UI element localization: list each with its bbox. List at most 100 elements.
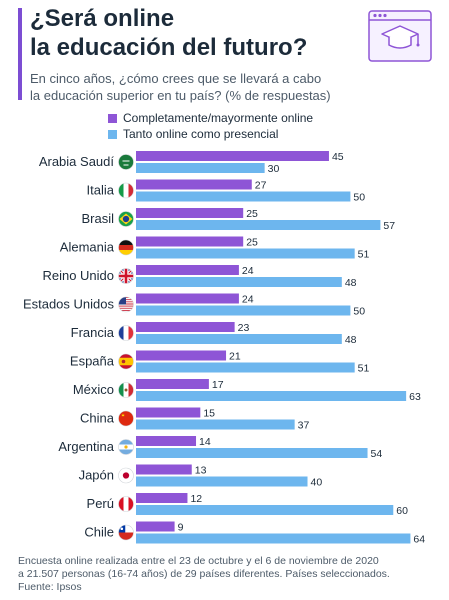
bar-mixed: [136, 163, 265, 173]
data-label-online: 24: [242, 265, 254, 277]
data-label-online: 45: [332, 151, 344, 163]
data-label-mixed: 40: [311, 477, 323, 489]
chart-legend: Completamente/mayormente online Tanto on…: [108, 110, 313, 142]
category-label: Estados Unidos: [23, 297, 115, 312]
peru-flag-icon: [118, 496, 134, 512]
category-label: Reino Unido: [42, 268, 114, 283]
footer-note-line-1: Encuesta online realizada entre el 23 de…: [18, 555, 379, 567]
category-label: México: [73, 382, 114, 397]
germany-flag-icon: [118, 239, 134, 256]
data-label-online: 12: [190, 493, 202, 505]
category-label: Italia: [87, 183, 115, 198]
chart-title: ¿Será online la educación del futuro?: [30, 4, 340, 62]
bar-mixed: [136, 391, 407, 401]
argentina-flag-icon: [118, 439, 134, 455]
brazil-flag-icon: [118, 211, 134, 227]
data-label-online: 13: [195, 465, 207, 477]
category-label: Perú: [87, 496, 114, 511]
spain-flag-icon: [118, 353, 134, 370]
category-label: España: [70, 354, 115, 369]
data-label-online: 23: [238, 322, 250, 334]
data-label-online: 15: [203, 408, 215, 420]
bar-online: [136, 322, 235, 332]
data-label-mixed: 60: [396, 505, 408, 517]
data-label-mixed: 48: [345, 334, 357, 346]
data-label-online: 25: [246, 237, 258, 249]
china-flag-icon: [118, 410, 134, 427]
japan-flag-icon: [118, 467, 134, 484]
data-label-mixed: 64: [413, 534, 425, 546]
legend-label-mixed: Tanto online como presencial: [123, 127, 279, 141]
footer-note-line-2: a 21.507 personas (16-74 años) de 29 paí…: [18, 568, 390, 580]
legend-item-mixed: Tanto online como presencial: [108, 126, 313, 142]
legend-label-online: Completamente/mayormente online: [123, 111, 314, 125]
uk-flag-icon: [118, 268, 134, 284]
data-label-online: 25: [246, 208, 258, 220]
bar-online: [136, 379, 209, 389]
bar-mixed: [136, 334, 342, 344]
category-label: Japón: [79, 468, 114, 483]
chart-title-line-1: ¿Será online: [30, 5, 175, 32]
usa-flag-icon: [118, 296, 134, 313]
bar-online: [136, 407, 201, 418]
chart-title-line-2: la educación del futuro?: [30, 34, 308, 61]
data-label-mixed: 48: [345, 277, 357, 289]
data-label-mixed: 54: [371, 448, 383, 460]
italy-flag-icon: [118, 182, 134, 199]
bar-online: [136, 208, 244, 218]
chile-flag-icon: [118, 524, 134, 541]
bar-mixed: [136, 533, 411, 544]
bar-online: [136, 179, 252, 190]
bar-mixed: [136, 419, 295, 430]
data-label-mixed: 63: [409, 391, 421, 403]
data-label-mixed: 57: [383, 220, 395, 232]
data-label-online: 9: [178, 522, 184, 534]
bar-mixed: [136, 277, 342, 287]
data-label-online: 27: [255, 180, 267, 192]
data-label-online: 24: [242, 294, 254, 306]
data-label-mixed: 30: [268, 163, 280, 175]
data-label-online: 14: [199, 436, 211, 448]
bar-mixed: [136, 476, 308, 487]
bar-online: [136, 293, 239, 304]
data-label-mixed: 50: [353, 306, 365, 318]
graduation-cap-browser-icon: [368, 10, 432, 62]
category-label: Chile: [84, 525, 114, 540]
legend-item-online: Completamente/mayormente online: [108, 110, 313, 126]
category-label: Arabia Saudí: [39, 154, 115, 169]
data-label-mixed: 37: [298, 420, 310, 432]
bar-online: [136, 436, 197, 446]
bar-mixed: [136, 448, 368, 458]
mexico-flag-icon: [118, 382, 134, 398]
category-label: Alemania: [60, 240, 115, 255]
data-label-mixed: 51: [358, 249, 370, 261]
data-label-online: 17: [212, 379, 224, 391]
bar-mixed: [136, 362, 355, 373]
chart-footer: Encuesta online realizada entre el 23 de…: [18, 555, 438, 594]
category-label: Argentina: [58, 439, 114, 454]
bar-mixed: [136, 220, 381, 230]
chart-subtitle-line-2: la educación superior en tu país? (% de …: [30, 88, 331, 103]
bar-online: [136, 521, 175, 532]
bar-mixed: [136, 305, 351, 316]
bar-mixed: [136, 505, 394, 515]
bar-online: [136, 350, 227, 361]
saudi-arabia-flag-icon: [118, 154, 134, 170]
chart-subtitle: En cinco años, ¿cómo crees que se llevar…: [30, 70, 430, 104]
data-label-mixed: 51: [358, 363, 370, 375]
bar-online: [136, 265, 239, 275]
data-label-online: 21: [229, 351, 241, 363]
footer-source: Fuente: Ipsos: [18, 581, 82, 593]
legend-swatch-online: [108, 113, 117, 123]
category-label: Brasil: [81, 211, 114, 226]
bar-online: [136, 236, 244, 247]
title-accent-bar: [18, 8, 22, 100]
bar-online: [136, 464, 192, 475]
bar-mixed: [136, 191, 351, 202]
bar-mixed: [136, 248, 355, 259]
bar-online: [136, 493, 188, 503]
category-label: Francia: [71, 325, 115, 340]
bar-online: [136, 151, 329, 161]
data-label-mixed: 50: [353, 192, 365, 204]
legend-swatch-mixed: [108, 129, 117, 139]
